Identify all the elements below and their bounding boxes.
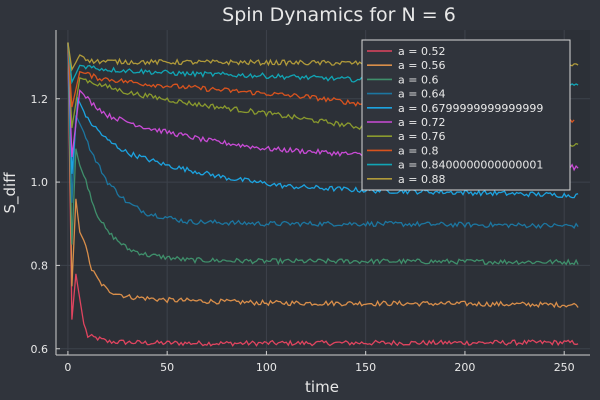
legend-label: a = 0.6799999999999999 bbox=[398, 102, 543, 115]
legend-label: a = 0.88 bbox=[398, 173, 445, 186]
legend-label: a = 0.72 bbox=[398, 116, 445, 129]
legend: a = 0.52a = 0.56a = 0.6 a = 0.64a = 0.679… bbox=[361, 39, 571, 191]
chart-title: Spin Dynamics for N = 6 bbox=[222, 4, 456, 26]
legend-label: a = 0.6 bbox=[398, 73, 438, 86]
series-line bbox=[67, 42, 579, 266]
x-tick-label: 0 bbox=[64, 361, 71, 374]
y-tick-label: 0.8 bbox=[31, 259, 49, 272]
legend-label: a = 0.56 bbox=[398, 59, 445, 72]
series-line bbox=[67, 42, 579, 230]
x-tick-label: 100 bbox=[256, 361, 277, 374]
series-line bbox=[67, 42, 579, 309]
legend-label: a = 0.8400000000000001 bbox=[398, 159, 543, 172]
legend-label: a = 0.8 bbox=[398, 144, 438, 157]
legend-label: a = 0.52 bbox=[398, 45, 445, 58]
y-axis-label: S_diff bbox=[1, 172, 20, 214]
x-tick-label: 250 bbox=[554, 361, 575, 374]
legend-label: a = 0.64 bbox=[398, 88, 445, 101]
x-tick-label: 150 bbox=[355, 361, 376, 374]
y-tick-label: 0.6 bbox=[31, 343, 49, 356]
y-tick-label: 1.2 bbox=[31, 93, 49, 106]
legend-box bbox=[361, 39, 571, 191]
x-tick-label: 200 bbox=[454, 361, 475, 374]
series-line bbox=[67, 42, 579, 347]
x-axis-label: time bbox=[305, 378, 339, 396]
legend-label: a = 0.76 bbox=[398, 130, 445, 143]
y-tick-label: 1.0 bbox=[31, 176, 49, 189]
series-line bbox=[67, 42, 579, 199]
x-tick-label: 50 bbox=[160, 361, 174, 374]
